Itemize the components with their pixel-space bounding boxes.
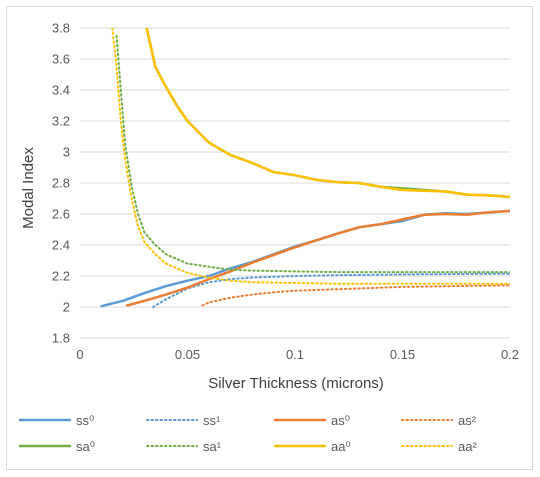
legend: ss⁰ ss¹ as⁰ as² sa⁰ sa¹ aa⁰ aa²	[18, 413, 477, 454]
y-tick-label: 2	[63, 300, 70, 315]
x-tick-label: 0	[76, 347, 83, 362]
y-tick-label: 2.2	[52, 269, 70, 284]
series-line-3	[126, 209, 510, 307]
series-line-6	[115, 34, 510, 274]
y-axis-title: Modal Index	[20, 147, 37, 229]
y-tick-label: 3.6	[52, 52, 70, 67]
y-tick-label: 3	[63, 145, 70, 160]
x-tick-label: 0.05	[175, 347, 200, 362]
legend-label: sa⁰	[76, 439, 95, 454]
y-tick-label: 3.4	[52, 83, 70, 98]
x-tick-label: 0.1	[286, 347, 304, 362]
legend-label: ss¹	[203, 413, 221, 428]
x-tick-label: 0.2	[501, 347, 519, 362]
y-tick-label: 3.2	[52, 114, 70, 129]
y-tick-label: 2.8	[52, 176, 70, 191]
x-tick-label: 0.15	[390, 347, 415, 362]
series-line-5	[145, 28, 510, 199]
chart-frame	[6, 6, 533, 470]
legend-label: as⁰	[331, 413, 350, 428]
y-tick-label: 3.8	[52, 21, 70, 36]
series-line-2	[152, 272, 510, 308]
y-tick-label: 2.4	[52, 238, 70, 253]
legend-label: aa⁰	[331, 439, 351, 454]
y-tick-labels: 1.8 2 2.2 2.4 2.6 2.8 3 3.2 3.4 3.6 3.8	[52, 21, 70, 346]
x-axis-title: Silver Thickness (microns)	[208, 375, 384, 392]
series-lines	[100, 28, 510, 308]
series-line-7	[145, 28, 510, 199]
y-tick-label: 1.8	[52, 331, 70, 346]
gridlines	[80, 27, 510, 339]
x-tick-labels: 0 0.05 0.1 0.15 0.2	[76, 347, 519, 362]
series-line-8	[111, 28, 510, 285]
legend-label: sa¹	[203, 439, 222, 454]
legend-label: aa²	[458, 439, 477, 454]
legend-label: ss⁰	[76, 413, 94, 428]
y-tick-label: 2.6	[52, 207, 70, 222]
series-line-1	[100, 209, 510, 308]
series-line-4	[201, 284, 510, 307]
legend-label: as²	[458, 413, 477, 428]
